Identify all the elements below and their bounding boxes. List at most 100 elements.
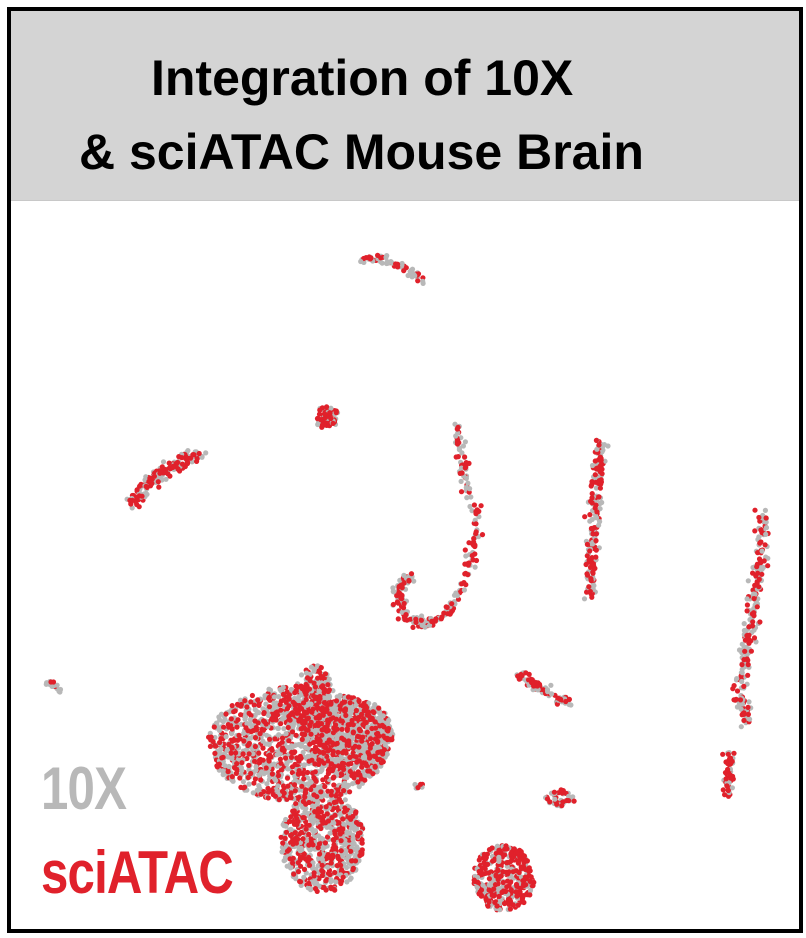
- series-sciatac-overlay-point: [306, 822, 312, 828]
- series-sciatac-overlay-point: [355, 733, 361, 740]
- series-10x-overlay-point: [333, 879, 339, 885]
- series-sciatac-overlay-point: [344, 742, 350, 748]
- series-10x-overlay-point: [328, 879, 334, 885]
- series-sciatac-overlay-point: [380, 751, 386, 757]
- series-sciatac-overlay-point: [360, 716, 366, 722]
- series-sciatac-overlay-point: [278, 721, 284, 727]
- series-10x-point: [263, 701, 269, 707]
- series-sciatac-point: [462, 454, 468, 460]
- series-sciatac-overlay-point: [332, 812, 338, 818]
- series-sciatac-overlay-point: [211, 724, 217, 730]
- series-10x-overlay-point: [277, 686, 283, 693]
- series-sciatac-overlay-point: [757, 619, 763, 625]
- series-sciatac-overlay-point: [372, 719, 378, 725]
- series-sciatac-overlay-point: [290, 855, 296, 861]
- series-10x-overlay-point: [356, 784, 362, 790]
- series-sciatac-point: [244, 755, 250, 762]
- series-10x-overlay-point: [535, 687, 541, 693]
- series-sciatac-overlay-point: [298, 829, 304, 836]
- series-sciatac-overlay-point: [217, 739, 223, 746]
- series-10x-overlay-point: [327, 830, 333, 836]
- series-sciatac-overlay-point: [289, 729, 296, 735]
- series-sciatac-overlay-point: [754, 561, 761, 567]
- series-sciatac-overlay-point: [286, 738, 292, 744]
- series-sciatac-point: [765, 563, 771, 569]
- series-10x-overlay-point: [738, 706, 744, 712]
- series-sciatac-overlay-point: [292, 702, 298, 708]
- series-10x-overlay-point: [377, 710, 383, 716]
- series-sciatac-overlay-point: [260, 727, 267, 733]
- series-10x-point: [762, 507, 769, 513]
- series-sciatac-overlay-point: [293, 732, 299, 738]
- series-10x-overlay-point: [527, 887, 534, 894]
- series-10x-point: [185, 448, 191, 454]
- series-sciatac-overlay-point: [267, 736, 273, 742]
- series-10x-point: [462, 439, 468, 445]
- series-sciatac-overlay-point: [233, 750, 239, 756]
- series-sciatac-overlay-point: [320, 869, 326, 875]
- series-10x-overlay-point: [319, 845, 325, 851]
- series-sciatac-overlay-point: [317, 809, 323, 815]
- series-sciatac-overlay-point: [252, 718, 258, 724]
- series-10x-overlay-point: [734, 676, 740, 682]
- series-sciatac-overlay-point: [228, 716, 234, 722]
- series-10x-overlay-point: [411, 578, 417, 584]
- series-sciatac-overlay-point: [321, 813, 327, 819]
- series-sciatac-overlay-point: [212, 750, 218, 757]
- series-sciatac-overlay-point: [408, 571, 415, 577]
- series-sciatac-overlay-point: [305, 858, 311, 864]
- series-sciatac-overlay-point: [234, 761, 240, 767]
- series-sciatac-overlay-point: [229, 703, 235, 709]
- series-10x-overlay-point: [411, 271, 417, 278]
- series-sciatac-overlay-point: [365, 768, 371, 774]
- series-sciatac-point: [522, 866, 528, 873]
- series-sciatac-overlay-point: [278, 760, 284, 766]
- series-10x-point: [738, 724, 744, 730]
- series-sciatac-point: [582, 514, 588, 520]
- series-sciatac-overlay-point: [317, 669, 323, 675]
- series-sciatac-overlay-point: [495, 877, 501, 883]
- series-10x-overlay-point: [250, 790, 256, 796]
- series-10x-overlay-point: [552, 796, 558, 802]
- series-sciatac-overlay-point: [318, 825, 324, 832]
- series-sciatac-overlay-point: [458, 489, 465, 495]
- title-bar: Integration of 10X & sciATAC Mouse Brain: [11, 11, 799, 201]
- series-sciatac-overlay-point: [139, 493, 145, 499]
- series-10x-overlay-point: [382, 742, 388, 748]
- series-sciatac-overlay-point: [289, 832, 295, 838]
- series-sciatac-overlay-point: [290, 819, 296, 825]
- series-10x-overlay-point: [345, 732, 351, 738]
- series-sciatac-overlay-point: [297, 879, 304, 885]
- series-sciatac-overlay-point: [584, 541, 591, 548]
- series-sciatac-overlay-point: [299, 731, 305, 737]
- series-sciatac-point: [752, 528, 758, 534]
- series-sciatac-overlay-point: [372, 725, 379, 731]
- series-sciatac-overlay-point: [741, 717, 747, 724]
- series-sciatac-overlay-point: [510, 902, 516, 908]
- series-sciatac-overlay-point: [184, 459, 191, 465]
- legend-entry-10x: 10X: [41, 755, 127, 822]
- series-sciatac-overlay-point: [283, 829, 290, 835]
- series-sciatac-overlay-point: [331, 886, 337, 892]
- series-sciatac-overlay-point: [283, 755, 289, 761]
- series-sciatac-overlay-point: [292, 761, 298, 767]
- series-sciatac-overlay-point: [134, 495, 140, 501]
- series-sciatac-overlay-point: [210, 739, 216, 745]
- series-sciatac-overlay-point: [363, 719, 369, 726]
- series-sciatac-overlay-point: [754, 604, 760, 610]
- series-sciatac-overlay-point: [524, 892, 530, 898]
- series-sciatac-overlay-point: [237, 775, 243, 781]
- series-10x-overlay-point: [453, 433, 459, 439]
- series-sciatac-overlay-point: [331, 842, 337, 848]
- series-sciatac-overlay-point: [322, 671, 329, 677]
- series-sciatac-overlay-point: [298, 706, 305, 712]
- series-sciatac-overlay-point: [589, 495, 595, 501]
- series-10x-overlay-point: [739, 641, 745, 647]
- series-sciatac-overlay-point: [733, 696, 739, 703]
- series-sciatac-overlay-point: [506, 901, 512, 907]
- series-sciatac-overlay-point: [261, 710, 267, 716]
- series-sciatac-overlay-point: [226, 724, 232, 730]
- series-sciatac-overlay-point: [317, 712, 323, 719]
- series-sciatac-overlay-point: [476, 891, 482, 897]
- series-sciatac-overlay-point: [340, 826, 346, 832]
